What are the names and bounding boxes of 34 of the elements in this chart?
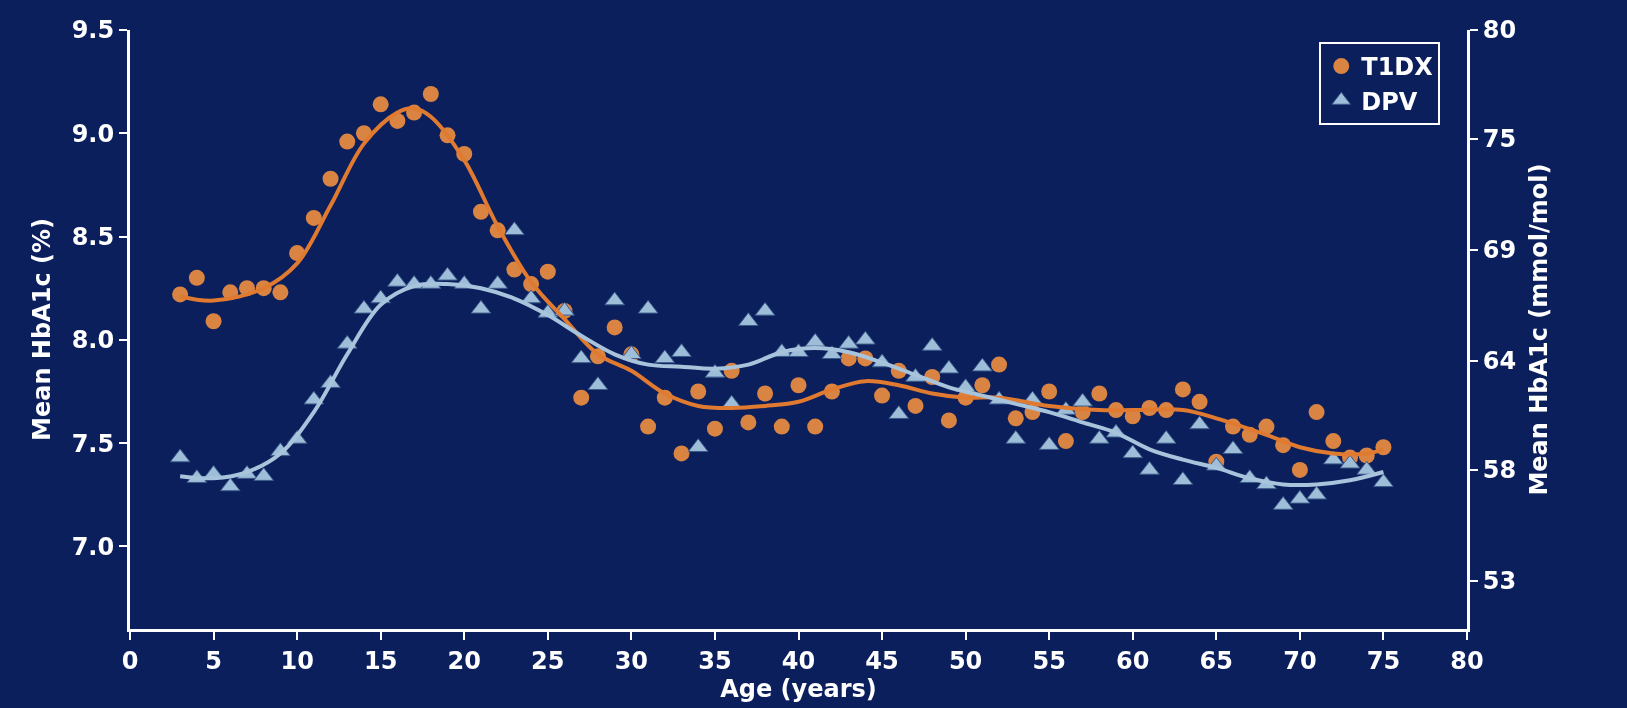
legend-label: T1DX [1361, 53, 1434, 82]
x-tick-label: 40 [781, 646, 816, 675]
y-tick-label: 7.0 [71, 532, 115, 561]
y2-tick-label: 58 [1482, 456, 1517, 485]
x-tick-label: 10 [280, 646, 314, 675]
x-tick-label: 70 [1283, 646, 1317, 675]
y-axis-title: Mean HbA1c (%) [27, 218, 56, 441]
y-tick-label: 9.0 [71, 119, 115, 148]
y-tick-label: 9.5 [71, 16, 115, 45]
x-tick-label: 80 [1450, 646, 1484, 675]
x-tick-label: 15 [363, 646, 398, 675]
x-tick-label: 60 [1116, 646, 1150, 675]
y2-axis-title: Mean HbA1c (mmol/mol) [1524, 163, 1553, 496]
y-tick-label: 8.5 [71, 222, 115, 251]
x-tick-label: 5 [205, 646, 222, 675]
x-tick-label: 50 [948, 646, 983, 675]
x-tick-label: 30 [614, 646, 649, 675]
x-tick-label: 0 [121, 646, 139, 675]
x-tick-label: 55 [1032, 646, 1066, 675]
x-tick-label: 65 [1199, 646, 1234, 675]
y2-tick-label: 53 [1482, 567, 1517, 595]
y2-tick-label: 75 [1482, 125, 1517, 154]
x-tick-label: 45 [865, 646, 899, 675]
x-tick-label: 20 [447, 646, 481, 675]
legend-label: DPV [1361, 87, 1418, 116]
y2-tick-label: 80 [1482, 16, 1517, 45]
x-axis-title: Age (years) [720, 674, 877, 703]
y2-tick-label: 64 [1482, 347, 1517, 376]
y2-tick-label: 69 [1482, 236, 1517, 265]
x-tick-label: 25 [531, 646, 565, 675]
y-tick-label: 8.0 [71, 326, 115, 355]
x-tick-label: 75 [1366, 646, 1401, 675]
y-tick-label: 7.5 [71, 429, 115, 458]
x-tick-label: 35 [698, 646, 732, 675]
